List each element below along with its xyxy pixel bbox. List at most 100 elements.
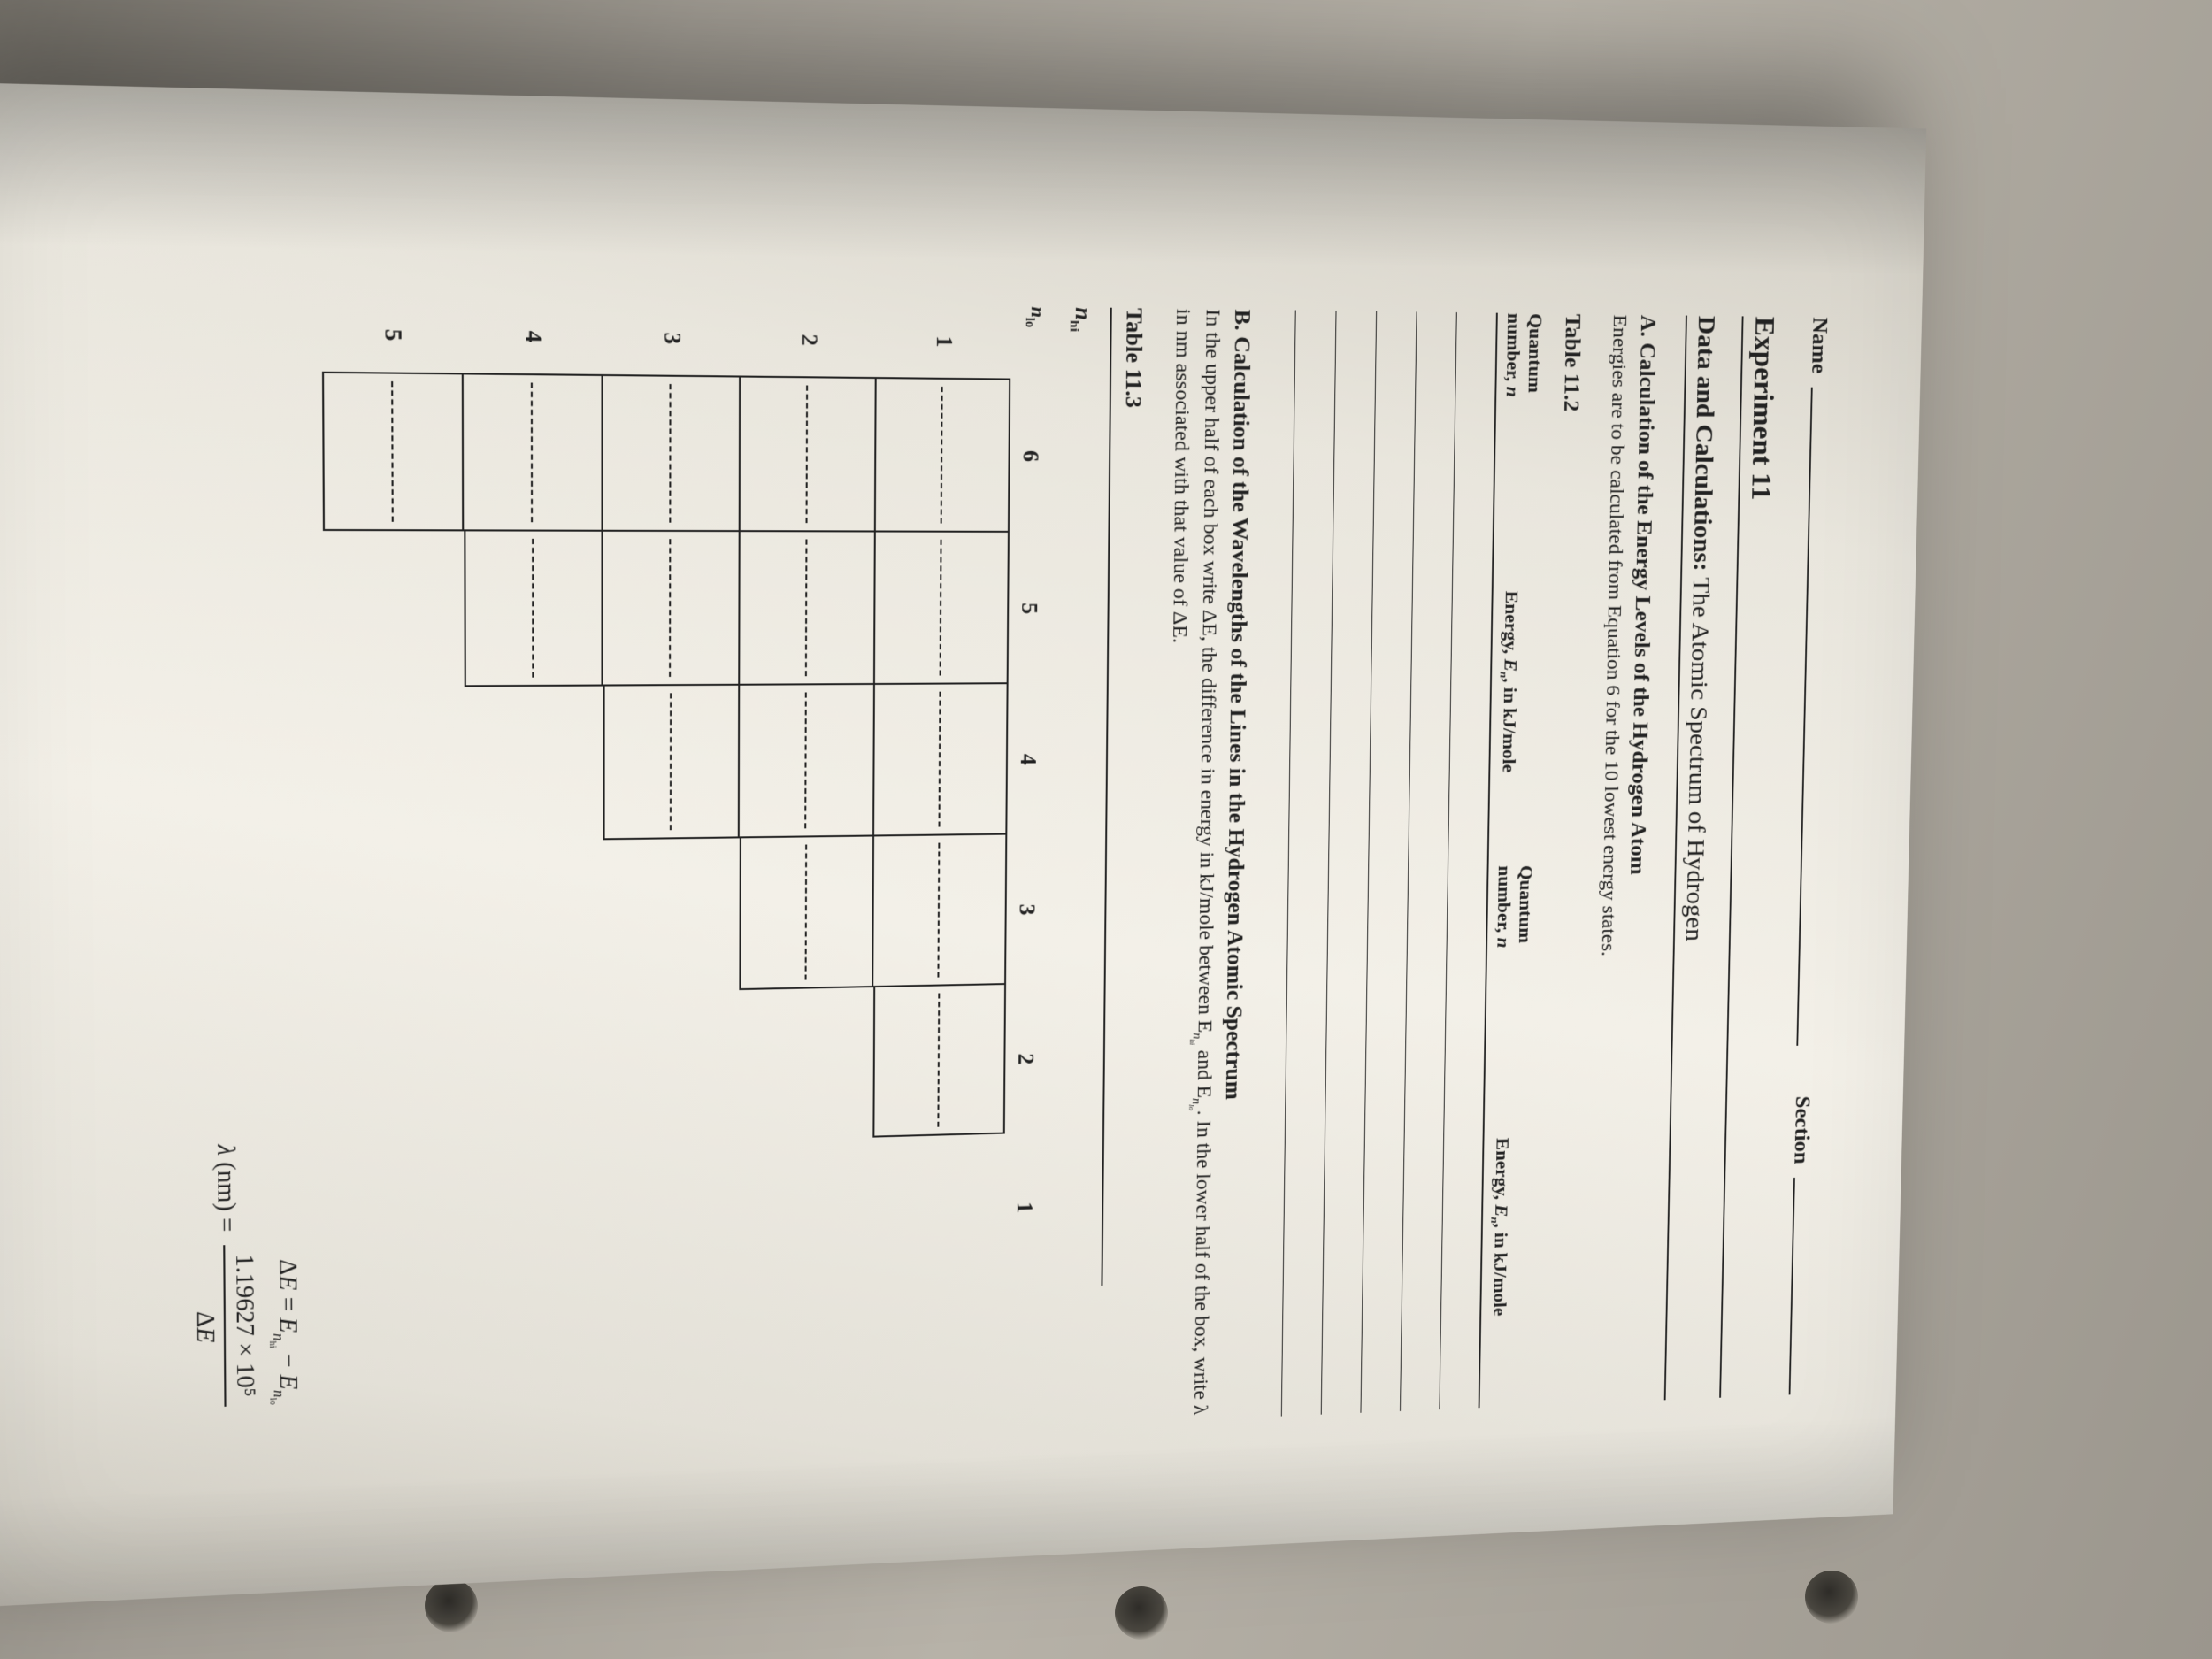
t112-header-qn2: Quantumnumber, n — [1484, 865, 1542, 1139]
t112-blank-cell[interactable] — [1372, 311, 1417, 591]
t113-cell — [738, 987, 872, 1141]
t112-blank-cell[interactable] — [1401, 1140, 1444, 1411]
t113-cell — [465, 993, 603, 1148]
table-11-3: nhi — [1060, 307, 1102, 380]
sub-nhi: nhi — [1190, 1033, 1204, 1045]
t113-row: 5 — [321, 297, 465, 1306]
data-calc-title: The Atomic Spectrum of Hydrogen — [1680, 578, 1715, 942]
t112-blank-cell[interactable] — [1321, 1141, 1364, 1414]
delta-e-formula: ΔE = Enhi − Enlo — [260, 296, 303, 1405]
section-label: Section — [1789, 1095, 1815, 1164]
t113-cell — [738, 1138, 872, 1292]
fraction: 1.19627 × 10⁵ ΔE — [188, 1244, 259, 1408]
t113-cell — [465, 840, 603, 995]
t112-blank-cell[interactable] — [1412, 311, 1456, 590]
t113-cell — [324, 841, 465, 998]
t113-cell[interactable] — [872, 985, 1006, 1138]
t113-header-row: nhi — [1060, 307, 1102, 380]
data-calc-line: Data and Calculations: The Atomic Spectr… — [1671, 316, 1720, 1400]
lambda-formula: λ (nm) = 1.19627 × 10⁵ ΔE — [181, 295, 259, 1408]
experiment-title: Experiment 11 — [1725, 317, 1779, 1398]
t112-blank-cell[interactable] — [1288, 591, 1333, 869]
t113-cell — [323, 687, 464, 843]
photo-scene: Name Section Experiment 11 Data and Calc… — [0, 0, 2212, 1659]
t112-blank-cell[interactable] — [1281, 1143, 1325, 1417]
fraction-den: ΔE — [188, 1246, 224, 1409]
worksheet-page: Name Section Experiment 11 Data and Calc… — [0, 83, 1926, 1607]
t113-row-header: 5 — [321, 297, 463, 374]
part-b-body: In the upper half of each box write ΔE, … — [1158, 309, 1226, 1422]
t113-cell — [325, 995, 465, 1152]
t112-header-en: Energy, En, in kJ/mole — [1488, 591, 1548, 866]
paper-rotated-wrap: Name Section Experiment 11 Data and Calc… — [245, 0, 1933, 1659]
t113-cell[interactable] — [874, 533, 1009, 685]
rule — [1101, 308, 1111, 1286]
t113-cell[interactable] — [874, 684, 1009, 836]
t113-cell — [322, 531, 464, 687]
nlo-label: nlo — [1010, 306, 1052, 380]
t113-col-header: 6 — [1009, 380, 1050, 533]
part-b-text: In the upper half of each box write ΔE, … — [1194, 309, 1225, 1033]
t113-row-header: 4 — [463, 299, 603, 375]
t113-cell[interactable] — [739, 836, 874, 990]
t112-blank-cell[interactable] — [1329, 591, 1373, 868]
table-11-2: Quantumnumber, n Energy, En, in kJ/mole … — [1281, 311, 1552, 1417]
t113-cell — [603, 990, 739, 1145]
t113-cell — [872, 1134, 1004, 1287]
table-11-3-label: Table 11.3 — [1110, 308, 1147, 1424]
t113-cell — [465, 1145, 603, 1301]
t113-cell[interactable] — [464, 531, 603, 687]
t112-blank-cell[interactable] — [1404, 866, 1448, 1141]
t112-header-en2: Energy, En, in kJ/mole — [1479, 1137, 1538, 1408]
t113-cell[interactable] — [873, 835, 1007, 987]
sub-nlo: nlo — [1189, 1098, 1203, 1110]
t112-blank-cell[interactable] — [1369, 591, 1413, 868]
t113-row: 2 — [738, 303, 877, 1292]
t113-cell[interactable] — [321, 373, 463, 532]
t113-row: 4 — [463, 299, 603, 1302]
t113-cell[interactable] — [603, 375, 741, 532]
t113-cell[interactable] — [603, 686, 740, 841]
name-label: Name — [1807, 317, 1832, 373]
t113-cell[interactable] — [739, 685, 874, 838]
header-row: Name Section — [1784, 317, 1832, 1394]
t113-col-header: 3 — [1006, 834, 1048, 985]
t113-cell — [603, 1141, 738, 1296]
t113-col-header: 2 — [1004, 984, 1046, 1133]
t112-blank-cell[interactable] — [1364, 867, 1408, 1141]
t112-blank-cell[interactable] — [1440, 1138, 1484, 1409]
t113-col-header: 1 — [1003, 1133, 1045, 1282]
t112-blank-cell[interactable] — [1409, 591, 1453, 867]
fraction-num: 1.19627 × 10⁵ — [223, 1244, 260, 1406]
t113-cell[interactable] — [463, 373, 603, 531]
t112-blank-cell[interactable] — [1325, 868, 1368, 1143]
data-calc-label: Data and Calculations: — [1688, 316, 1721, 572]
t112-blank-cell[interactable] — [1452, 312, 1496, 591]
t113-row-header: 1 — [876, 304, 1010, 379]
t112-blank-cell[interactable] — [1448, 591, 1492, 867]
t113-cell[interactable] — [740, 532, 876, 686]
t112-blank-cell[interactable] — [1333, 311, 1377, 591]
t112-blank-cell[interactable] — [1292, 311, 1336, 591]
t112-blank-cell[interactable] — [1444, 866, 1488, 1140]
t113-cell[interactable] — [603, 532, 740, 687]
t113-cell[interactable] — [740, 377, 876, 533]
t112-blank-cell[interactable] — [1361, 1141, 1404, 1413]
section-blank[interactable] — [1789, 1177, 1813, 1394]
t113-cell — [603, 838, 739, 993]
t113-row: 3 — [603, 301, 741, 1296]
formulas-block: ΔE = Enhi − Enlo λ (nm) = 1.19627 × 10⁵ … — [181, 295, 303, 1462]
t113-row: 1 — [872, 304, 1010, 1286]
t113-row-header: 3 — [603, 301, 741, 377]
part-b-text: and E — [1193, 1044, 1216, 1098]
t113-row-header: 2 — [741, 303, 877, 378]
table-11-3-grid: nlo65432112345 — [321, 297, 1051, 1307]
t113-col-header: 4 — [1007, 684, 1048, 835]
t113-col-header: 5 — [1008, 533, 1049, 684]
t113-cell — [464, 687, 603, 842]
nhi-label: nhi — [1060, 307, 1102, 380]
t112-header-qn: Quantumnumber, n — [1493, 313, 1552, 591]
name-blank[interactable] — [1796, 388, 1831, 1046]
t112-blank-cell[interactable] — [1285, 868, 1328, 1144]
t113-cell[interactable] — [875, 378, 1010, 533]
